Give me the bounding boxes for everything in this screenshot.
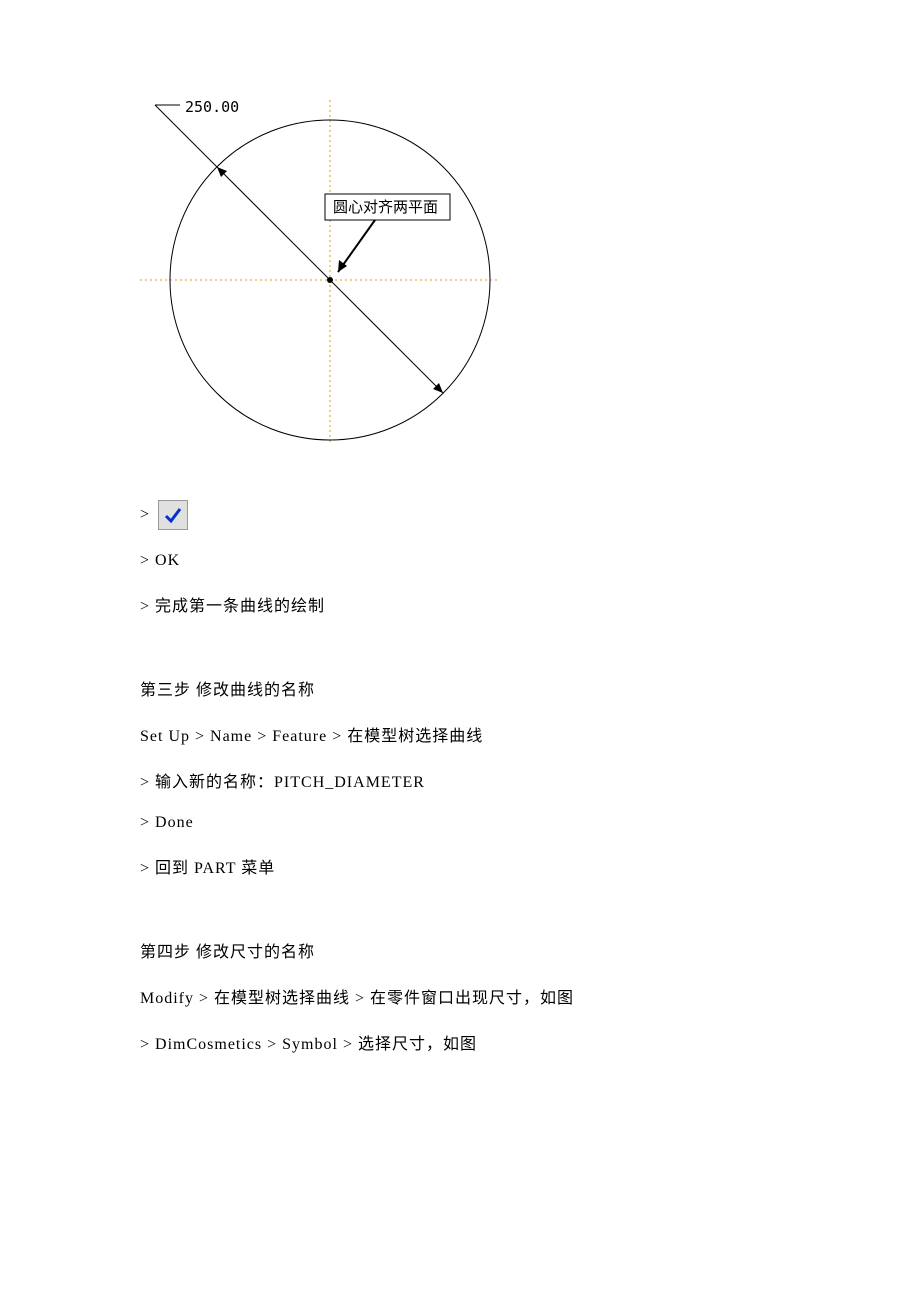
center-dot — [327, 277, 333, 283]
step4-line2: > DimCosmetics > Symbol > 选择尺寸，如图 — [140, 1030, 920, 1054]
step4-line1: Modify > 在模型树选择曲线 > 在零件窗口出现尺寸，如图 — [140, 984, 920, 1008]
diagram-svg: 250.00 圆心对齐两平面 — [140, 100, 500, 460]
line-complete-curve: > 完成第一条曲线的绘制 — [140, 592, 920, 616]
page: 250.00 圆心对齐两平面 > > OK > 完成第一条曲线的绘制 第三步 修… — [0, 0, 920, 1302]
check-icon — [162, 504, 184, 526]
annotation-text: 圆心对齐两平面 — [333, 199, 438, 216]
line-ok: > OK — [140, 552, 920, 570]
step3-line1: Set Up > Name > Feature > 在模型树选择曲线 — [140, 722, 920, 746]
step4-heading: 第四步 修改尺寸的名称 — [140, 938, 920, 962]
step3-line2: > 输入新的名称：PITCH_DIAMETER — [140, 768, 920, 792]
step3-heading: 第三步 修改曲线的名称 — [140, 676, 920, 700]
check-line: > — [140, 500, 920, 530]
gt-symbol: > — [140, 506, 150, 524]
step3-line3: > Done — [140, 814, 920, 832]
check-button[interactable] — [158, 500, 188, 530]
step3-line4: > 回到 PART 菜单 — [140, 854, 920, 878]
circle-diagram: 250.00 圆心对齐两平面 — [140, 100, 500, 460]
dimension-value: 250.00 — [185, 100, 239, 116]
